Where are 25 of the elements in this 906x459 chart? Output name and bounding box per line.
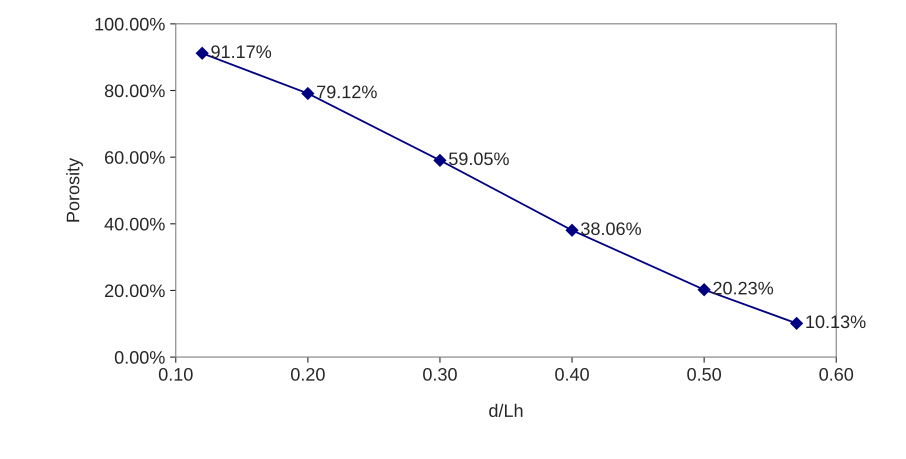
y-tick-label: 80.00% [104, 84, 165, 98]
point [566, 224, 578, 237]
data-label: 59.05% [449, 152, 509, 166]
data-label: 20.23% [713, 282, 774, 295]
data-label: 79.12% [317, 86, 377, 98]
data-label: 91.17% [211, 45, 272, 58]
x-axis-title: d/Lh [489, 404, 522, 418]
x-tick-label: 0.60 [819, 368, 854, 381]
point [790, 316, 804, 330]
data-label: 38.06% [581, 222, 641, 236]
y-tick-label: 40.00% [104, 218, 165, 231]
point [301, 87, 314, 100]
y-tick-label: 20.00% [105, 284, 165, 298]
point [434, 154, 446, 167]
y-axis-title: Porosity [66, 158, 83, 222]
y-tick-label: 60.00% [105, 151, 165, 164]
x-tick-label: 0.40 [555, 368, 589, 381]
x-tick-label: 0.20 [290, 368, 325, 381]
y-tick-label: 0.00% [114, 351, 165, 364]
x-tick-label: 0.50 [687, 368, 722, 381]
y-tick-label: 100.00% [95, 18, 165, 31]
point [698, 283, 711, 296]
x-tick-label: 0.10 [158, 368, 193, 381]
point [196, 46, 209, 60]
x-tick-label: 0.30 [423, 368, 457, 381]
